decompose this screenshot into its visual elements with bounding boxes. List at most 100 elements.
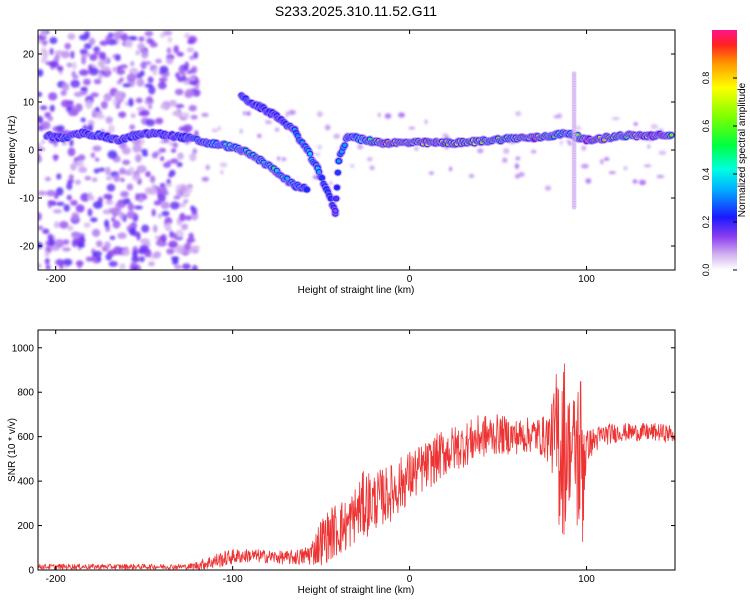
y-tick-label: 1000	[12, 343, 35, 354]
noise-speckle	[96, 114, 105, 120]
colorbar-gradient	[712, 30, 737, 270]
noise-speckle	[122, 83, 131, 88]
noise-speckle	[144, 30, 154, 37]
noise-speckle	[514, 163, 520, 169]
noise-speckle	[92, 250, 102, 257]
noise-speckle	[502, 157, 508, 163]
colorbar: 0.0 0.2 0.4 0.6 0.8 Normalized spectral ampl…	[701, 30, 748, 276]
noise-speckle	[79, 48, 88, 55]
noise-speckle	[41, 40, 49, 45]
noise-speckle	[66, 225, 74, 231]
noise-speckle	[246, 111, 251, 116]
noise-speckle	[152, 224, 158, 233]
noise-speckle	[119, 77, 124, 82]
noise-speckle	[93, 51, 100, 56]
noise-speckle	[191, 264, 198, 270]
noise-speckle	[67, 179, 74, 184]
noise-speckle	[166, 160, 172, 166]
noise-speckle	[41, 30, 47, 37]
noise-speckle	[155, 58, 162, 64]
y-tick-label: 10	[23, 98, 35, 109]
noise-speckle	[149, 175, 156, 183]
noise-speckle	[544, 185, 552, 191]
noise-speckle	[61, 82, 70, 92]
noise-speckle	[566, 139, 571, 143]
noise-speckle	[180, 185, 187, 193]
snr-y-label: SNR (10 * v/v)	[7, 418, 18, 482]
noise-speckle	[187, 186, 193, 194]
frequency-ridge-layer	[42, 71, 675, 218]
noise-speckle	[120, 191, 129, 198]
noise-speckle	[132, 266, 138, 270]
noise-speckle	[159, 65, 169, 74]
x-tick-label: 100	[578, 574, 595, 585]
noise-speckle	[104, 241, 111, 250]
noise-speckle	[185, 215, 192, 221]
noise-speckle	[172, 142, 178, 149]
noise-speckle	[205, 164, 210, 171]
noise-speckle	[585, 178, 592, 184]
noise-speckle	[633, 122, 638, 126]
noise-speckle	[559, 140, 563, 146]
noise-speckle	[623, 166, 628, 171]
noise-speckle	[398, 112, 405, 118]
ridge-core	[320, 176, 324, 180]
noise-speckle	[151, 151, 159, 159]
noise-speckle	[80, 192, 90, 202]
noise-speckle	[442, 133, 448, 139]
noise-speckle	[329, 181, 333, 186]
spectrogram-y-ticks: 20 10 0 -10 -20	[20, 50, 675, 253]
noise-speckle	[108, 207, 118, 213]
noise-speckle	[166, 222, 171, 231]
noise-speckle	[138, 196, 144, 203]
noise-speckle	[168, 173, 174, 178]
noise-speckle	[55, 259, 65, 266]
noise-speckle	[105, 200, 114, 206]
noise-speckle	[656, 174, 665, 179]
noise-speckle	[192, 89, 201, 97]
noise-speckle	[106, 175, 113, 181]
noise-speckle	[174, 88, 184, 96]
noise-speckle	[125, 39, 133, 48]
y-tick-label: 20	[23, 50, 35, 61]
noise-speckle	[71, 71, 76, 77]
noise-speckle	[324, 124, 331, 131]
noise-speckle	[132, 144, 142, 153]
noise-speckle	[67, 147, 76, 157]
spectrogram-x-label: Height of straight line (km)	[298, 285, 415, 296]
noise-speckle	[60, 99, 71, 108]
noise-speckle	[190, 205, 195, 212]
noise-speckle	[604, 157, 610, 161]
noise-speckle	[44, 251, 50, 258]
x-tick-label: -200	[46, 574, 66, 585]
noise-speckle	[66, 62, 73, 68]
noise-speckle	[148, 85, 156, 95]
noise-speckle	[181, 223, 189, 230]
noise-speckle	[166, 178, 171, 185]
noise-speckle	[119, 211, 124, 220]
noise-speckle	[190, 114, 198, 120]
noise-speckle	[83, 222, 91, 228]
noise-speckle	[190, 245, 198, 254]
noise-speckle	[47, 116, 54, 122]
noise-speckle	[91, 177, 98, 182]
noise-speckle	[175, 245, 186, 254]
noise-speckle	[117, 232, 127, 239]
noise-speckle	[129, 227, 136, 236]
noise-speckle	[157, 185, 168, 194]
chart-title: S233.2025.310.11.52.G11	[275, 3, 437, 19]
ridge-core	[669, 133, 674, 137]
noise-speckle	[131, 255, 140, 263]
noise-speckle	[179, 70, 186, 75]
x-tick-label: 0	[407, 574, 413, 585]
noise-speckle	[79, 69, 89, 76]
noise-speckle	[367, 157, 373, 162]
noise-speckle	[130, 113, 136, 119]
noise-speckle	[201, 112, 209, 117]
ridge-core	[336, 159, 341, 163]
noise-speckle	[105, 35, 111, 42]
noise-speckle	[56, 65, 64, 72]
ridge-core	[335, 170, 340, 175]
noise-speckle	[97, 59, 106, 68]
